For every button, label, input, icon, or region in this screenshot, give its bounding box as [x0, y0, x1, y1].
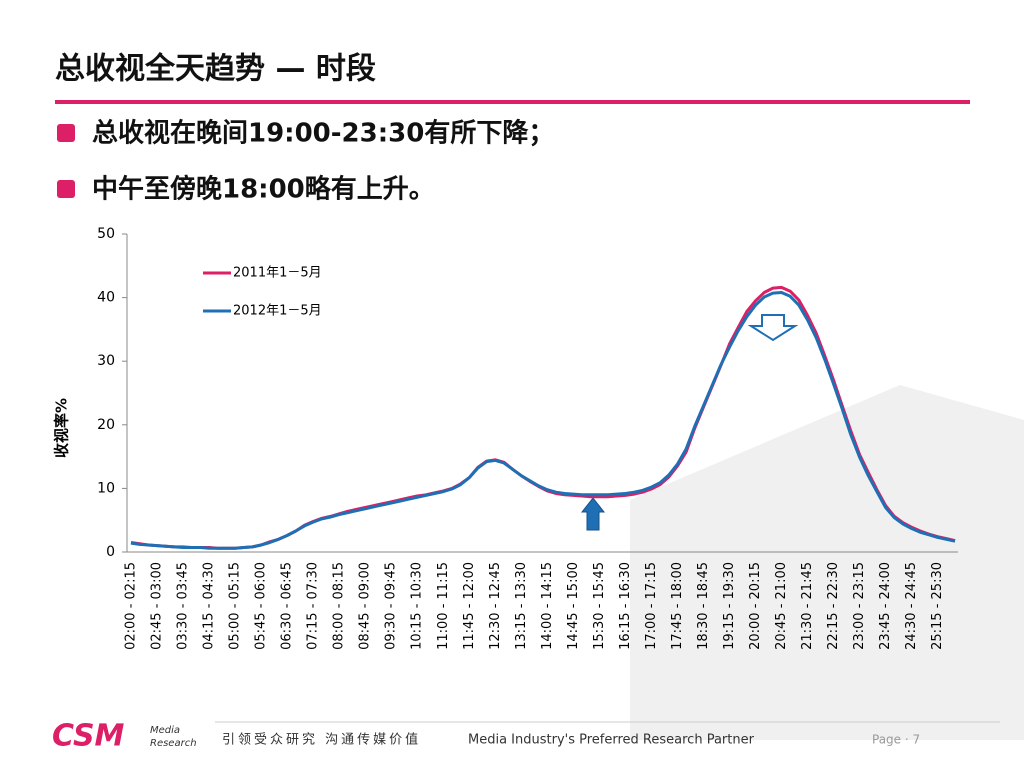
x-tick-label: 17:00 - 17:15 [644, 562, 659, 650]
y-tick-label: 40 [97, 290, 115, 306]
x-tick-label: 18:30 - 18:45 [696, 562, 711, 650]
bullet-icon [57, 124, 75, 142]
x-tick-label: 02:45 - 03:00 [150, 562, 165, 650]
legend-label: 2012年1－5月 [233, 304, 322, 319]
x-tick-label: 11:45 - 12:00 [462, 562, 477, 650]
x-tick-label: 19:15 - 19:30 [722, 562, 737, 650]
x-tick-label: 15:30 - 15:45 [592, 562, 607, 650]
bullet-icon [57, 180, 75, 198]
footer-slogan: 引领受众研究 沟通传媒价值 [222, 732, 421, 748]
x-tick-label: 08:00 - 08:15 [332, 562, 347, 650]
x-tick-label: 09:30 - 09:45 [384, 562, 399, 650]
up-arrow [580, 497, 606, 531]
x-tick-label: 23:00 - 23:15 [852, 562, 867, 650]
x-tick-label: 12:30 - 12:45 [488, 562, 503, 650]
x-tick-label: 13:15 - 13:30 [514, 562, 529, 650]
y-tick-label: 20 [97, 417, 115, 433]
bullet-text: 中午至傍晚18:00略有上升。 [92, 174, 435, 205]
x-tick-label: 04:15 - 04:30 [202, 562, 217, 650]
x-tick-label: 10:15 - 10:30 [410, 562, 425, 650]
bullet-text: 总收视在晚间19:00-23:30有所下降； [92, 119, 554, 149]
footer-logo: CSM [52, 719, 125, 754]
background-graphic [630, 385, 1024, 740]
x-tick-label: 21:30 - 21:45 [800, 562, 815, 650]
x-tick-label: 02:00 - 02:15 [124, 562, 139, 650]
x-tick-label: 06:30 - 06:45 [280, 562, 295, 650]
y-axis-label: 收视率% [53, 398, 71, 458]
x-tick-label: 17:45 - 18:00 [670, 562, 685, 650]
x-tick-label: 24:30 - 24:45 [904, 562, 919, 650]
footer-logo-sub: Media [150, 725, 180, 736]
x-tick-label: 14:45 - 15:00 [566, 562, 581, 650]
footer-page: Page · 7 [872, 733, 920, 747]
x-tick-label: 23:45 - 24:00 [878, 562, 893, 650]
legend-label: 2011年1－5月 [233, 266, 322, 281]
x-tick-label: 14:00 - 14:15 [540, 562, 555, 650]
down-arrow [747, 314, 799, 342]
y-tick-label: 30 [97, 353, 115, 369]
line-series [130, 291, 956, 550]
x-tick-label: 08:45 - 09:00 [358, 562, 373, 650]
x-tick-label: 05:00 - 05:15 [228, 562, 243, 650]
footer-tagline: Media Industry's Preferred Research Part… [468, 733, 755, 748]
x-tick-label: 16:15 - 16:30 [618, 562, 633, 650]
x-tick-label: 25:15 - 25:30 [930, 562, 945, 650]
y-tick-label: 10 [97, 480, 115, 496]
title-rule [55, 100, 970, 104]
x-tick-label: 03:30 - 03:45 [176, 562, 191, 650]
y-tick-label: 0 [106, 544, 115, 560]
x-tick-label: 22:15 - 22:30 [826, 562, 841, 650]
x-tick-label: 20:45 - 21:00 [774, 562, 789, 650]
y-tick-label: 50 [97, 226, 115, 242]
x-tick-label: 05:45 - 06:00 [254, 562, 269, 650]
x-tick-label: 11:00 - 11:15 [436, 562, 451, 650]
x-tick-label: 07:15 - 07:30 [306, 562, 321, 650]
footer-logo-sub: Research [150, 738, 197, 749]
x-tick-label: 20:00 - 20:15 [748, 562, 763, 650]
slide-title: 总收视全天趋势 — 时段 [55, 52, 376, 87]
